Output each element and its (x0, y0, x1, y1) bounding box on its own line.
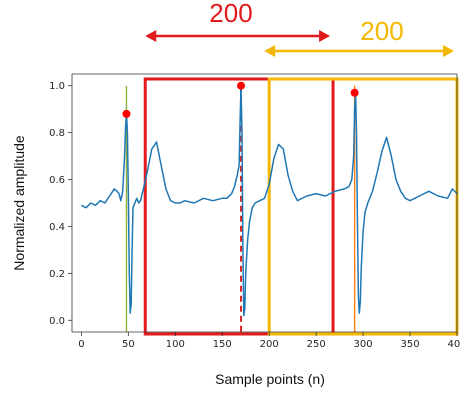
peak-marker (237, 81, 246, 90)
y-axis-title: Normalized amplitude (11, 135, 27, 271)
x-tick-label: 200 (260, 339, 279, 350)
y-tick-label: 0.4 (49, 222, 65, 233)
arrow-head-right (319, 30, 331, 42)
arrow-head-left (145, 30, 157, 42)
plot-area (72, 74, 457, 332)
signal-line (81, 84, 458, 317)
arrow-head-left (264, 45, 276, 57)
peak-marker (350, 88, 359, 97)
x-tick-label: 150 (213, 339, 232, 350)
y-tick-label: 0.8 (49, 128, 65, 139)
axes (68, 73, 458, 336)
y-tick-label: 0.0 (49, 316, 65, 327)
x-tick-label: 100 (166, 339, 185, 350)
x-tick-label: 0 (78, 339, 84, 350)
x-tick-label: 300 (354, 339, 373, 350)
window-arrows: 200 200 (145, 0, 454, 57)
x-tick-label: 350 (401, 339, 420, 350)
peak-marker (122, 109, 131, 118)
x-tick-label: 50 (122, 339, 135, 350)
x-tick-label: 400 (447, 339, 460, 350)
signal-series (81, 84, 458, 317)
peak-markers (122, 81, 359, 118)
y-tick-label: 0.2 (49, 269, 65, 280)
window-box (143, 77, 335, 336)
y-tick-label: 0.6 (49, 175, 65, 186)
window-length-label: 200 (209, 0, 252, 28)
tick-labels: 0 50 100 150 200 250 300 350 400 0.0 0.2 0.4 0.6 0.8 1… (49, 81, 460, 350)
y-tick-label: 1.0 (49, 81, 65, 92)
x-tick-label: 250 (307, 339, 326, 350)
window-length-label: 200 (360, 16, 403, 46)
arrow-head-right (443, 45, 454, 57)
x-axis-title: Sample points (n) (215, 371, 325, 387)
